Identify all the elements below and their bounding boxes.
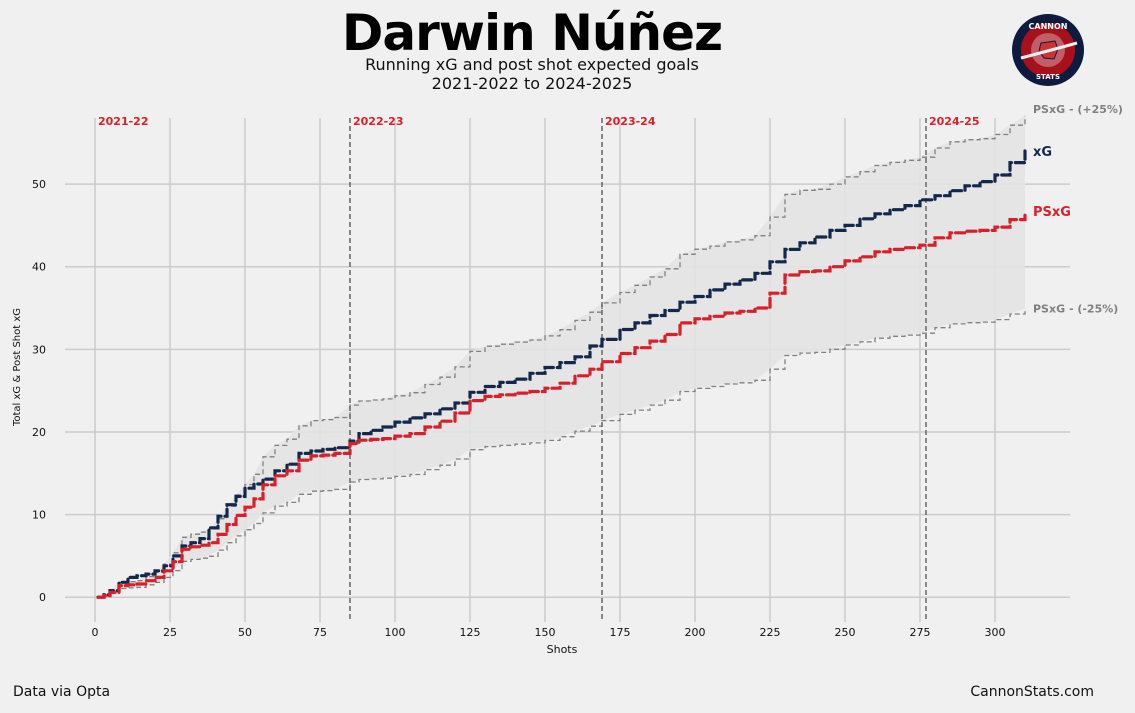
x-tick-label: 150 [535,626,556,639]
x-tick-label: 200 [685,626,706,639]
x-tick-label: 75 [313,626,327,639]
logo-bottom-text: STATS [1036,73,1060,81]
series-line-psxg [96,210,1027,599]
chart-subtitle-line2: 2021-2022 to 2024-2025 [431,74,633,93]
season-label: 2021-22 [98,115,149,128]
label-band-upper: PSxG - (+25%) [1033,103,1123,116]
y-tick-label: 40 [32,261,46,274]
x-axis-label: Shots [547,643,578,656]
label-band-lower: PSxG - (-25%) [1033,302,1118,315]
x-tick-label: 50 [238,626,252,639]
band-lower-line [98,308,1026,598]
x-tick-label: 300 [985,626,1006,639]
y-axis-label: Total xG & Post Shot xG [12,308,23,427]
label-xg: xG [1033,145,1052,160]
y-tick-label: 0 [39,591,46,604]
band-fill [98,115,1025,598]
x-tick-label: 175 [610,626,631,639]
x-tick-label: 100 [385,626,406,639]
x-tick-label: 125 [460,626,481,639]
chart-subtitle-line1: Running xG and post shot expected goals [365,55,699,74]
axis-ticks: 0 25 50 75 100 125 150 175 200 225 250 275 300 0 10 20 3… [32,178,1006,639]
data-series [96,149,1027,599]
series-labels: xG PSxG PSxG - (+25%) PSxG - (-25%) [1033,103,1123,316]
psxg-band [98,115,1026,598]
series-line-xg [96,149,1027,599]
chart-title: Darwin Núñez [341,4,723,62]
x-tick-label: 275 [910,626,931,639]
x-tick-label: 250 [835,626,856,639]
x-tick-label: 0 [92,626,99,639]
season-label: 2022-23 [353,115,404,128]
label-psxg: PSxG [1033,205,1071,220]
y-tick-label: 20 [32,426,46,439]
logo-top-text: CANNON [1029,22,1068,31]
x-tick-label: 25 [163,626,177,639]
season-label: 2023-24 [605,115,656,128]
x-tick-label: 225 [760,626,781,639]
season-label: 2024-25 [929,115,980,128]
y-tick-label: 30 [32,343,46,356]
y-tick-label: 10 [32,509,46,522]
y-tick-label: 50 [32,178,46,191]
footer-site: CannonStats.com [970,684,1094,700]
cannon-stats-logo: CANNON STATS [1012,14,1084,86]
footer-source: Data via Opta [13,684,111,700]
